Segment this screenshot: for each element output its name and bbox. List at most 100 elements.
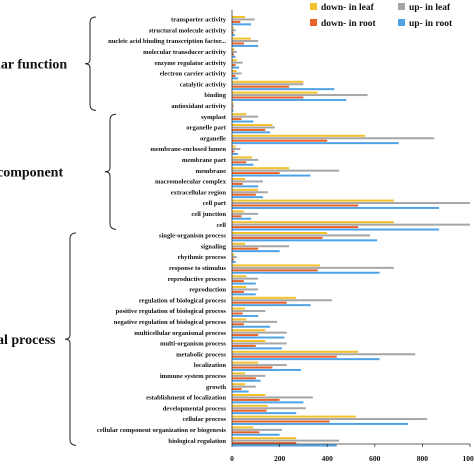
bar: [232, 353, 416, 356]
bar: [232, 85, 290, 88]
legend-swatch: [398, 19, 405, 26]
bar: [232, 221, 394, 224]
bar: [232, 169, 340, 172]
bar: [232, 258, 234, 261]
bar: [232, 379, 261, 382]
group-bracket: [64, 232, 77, 446]
bar: [232, 361, 259, 364]
bar: [232, 80, 304, 83]
legend-swatch: [310, 19, 317, 26]
bar: [232, 404, 268, 407]
bar: [232, 398, 280, 401]
group-label: al process: [0, 333, 56, 348]
bar: [232, 407, 306, 410]
bar: [232, 422, 409, 425]
bar: [232, 29, 236, 32]
bar: [232, 102, 234, 105]
bar: [232, 232, 328, 234]
category-label: symplast: [201, 114, 227, 121]
bar: [232, 109, 234, 112]
bar: [232, 358, 380, 361]
category-label: antioxidant activity: [171, 103, 226, 110]
bar: [232, 368, 302, 371]
category-label: membrane: [196, 168, 226, 175]
category-label: membrane-enclosed lumen: [150, 146, 226, 153]
category-label: binding: [204, 92, 226, 99]
bar: [232, 113, 247, 116]
group-bracket: [84, 16, 97, 111]
bar: [232, 182, 243, 185]
bar: [232, 48, 235, 51]
bar: [232, 299, 332, 302]
bar: [232, 428, 282, 431]
bar: [232, 23, 252, 26]
bar: [232, 433, 280, 436]
bar: [232, 256, 237, 259]
bar: [232, 34, 235, 37]
bar: [232, 320, 278, 323]
bar: [232, 344, 256, 347]
category-label: establishment of localization: [146, 395, 226, 402]
bar: [232, 420, 330, 423]
category-label: macromolecular complex: [155, 179, 227, 186]
bar: [232, 156, 253, 159]
x-axis: 0 200 400 600 800 1000: [230, 10, 474, 463]
bar: [232, 269, 318, 272]
bar: [232, 42, 244, 45]
category-label: molecular transducer activity: [143, 49, 227, 56]
bar: [232, 364, 287, 367]
category-label: developmental process: [163, 405, 227, 412]
category-label: electron carrier activity: [160, 71, 227, 78]
category-label: reproduction: [189, 287, 226, 294]
bar: [232, 174, 311, 177]
group-label: component: [0, 166, 63, 181]
category-label: transporter activity: [171, 17, 227, 24]
bar: [232, 347, 282, 350]
x-tick-label: 400: [322, 454, 334, 463]
bar: [232, 96, 304, 99]
category-label: cellular process: [182, 416, 226, 423]
bar: [232, 418, 428, 421]
group-brackets: [64, 16, 117, 446]
bar: [232, 377, 256, 380]
bar: [232, 290, 244, 293]
bar: [232, 277, 259, 280]
bar: [232, 55, 236, 58]
group-bracket: [104, 113, 117, 230]
bar: [232, 336, 285, 339]
bar: [232, 245, 290, 248]
bar: [232, 426, 254, 429]
bar: [232, 188, 259, 191]
bar: [232, 139, 328, 142]
bar: [232, 444, 337, 447]
bar: [232, 191, 268, 194]
bar: [232, 318, 247, 321]
bar: [232, 260, 236, 263]
category-label: negative regulation of biological proces…: [114, 319, 227, 326]
bar: [232, 282, 256, 285]
category-label: structural molecule activity: [149, 27, 227, 34]
bar: [232, 288, 259, 291]
bar: [232, 185, 259, 188]
group-labels: lar function component al process: [0, 58, 67, 348]
bar: [232, 304, 311, 307]
bar: [232, 77, 238, 80]
bar: [232, 412, 297, 415]
bar: [232, 193, 256, 196]
x-tick-label: 800: [417, 454, 429, 463]
bar: [232, 331, 287, 334]
bar: [232, 431, 260, 434]
bar: [232, 329, 266, 332]
bar: [232, 247, 259, 250]
x-tick-label: 600: [369, 454, 381, 463]
bar: [232, 264, 321, 267]
category-label: localization: [194, 362, 227, 369]
bar: [232, 234, 371, 237]
bar: [232, 40, 259, 43]
bar: [232, 307, 246, 310]
bar: [232, 350, 359, 353]
bar: [232, 180, 263, 183]
bar: [232, 210, 244, 213]
bar: [232, 415, 356, 418]
bar: [232, 152, 238, 155]
